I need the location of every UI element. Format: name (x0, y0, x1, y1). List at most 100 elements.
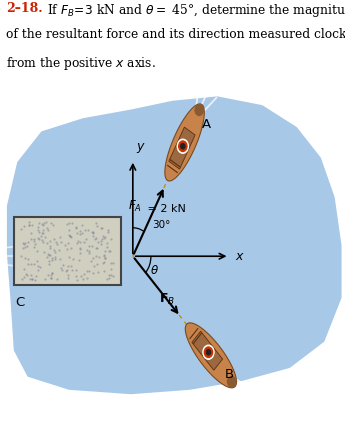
Point (25, 255, 30, 262)
Text: 30°: 30° (152, 220, 170, 230)
Point (26, 221, 32, 228)
Point (102, 247, 108, 254)
Point (49, 270, 55, 277)
Point (29, 221, 35, 228)
Point (103, 255, 108, 262)
Point (102, 255, 107, 262)
Point (48, 271, 54, 278)
Point (34, 247, 39, 254)
Point (50, 270, 55, 277)
Point (88, 258, 94, 265)
Text: = 2 kN: = 2 kN (144, 204, 186, 214)
Point (84, 267, 89, 274)
Point (52, 249, 57, 256)
Point (90, 230, 95, 237)
Point (29, 230, 34, 237)
Point (39, 237, 45, 244)
Point (32, 276, 38, 283)
Point (89, 242, 95, 249)
Point (77, 239, 82, 246)
Point (26, 222, 32, 229)
Point (77, 250, 82, 257)
Point (57, 256, 62, 263)
Point (23, 271, 29, 278)
Point (107, 272, 112, 279)
Circle shape (195, 105, 204, 116)
Point (101, 235, 107, 242)
Point (24, 271, 29, 278)
Point (86, 267, 92, 274)
Point (29, 236, 34, 243)
Point (73, 267, 79, 274)
Point (37, 229, 42, 236)
Point (52, 254, 58, 261)
Point (40, 221, 46, 228)
Point (91, 262, 97, 269)
Point (74, 224, 79, 231)
Point (66, 262, 71, 269)
Point (32, 241, 38, 248)
Point (64, 220, 70, 227)
Point (94, 260, 100, 267)
Point (58, 233, 63, 240)
Point (93, 253, 98, 260)
Point (46, 258, 52, 265)
Point (23, 254, 28, 261)
Point (105, 276, 110, 283)
Point (104, 240, 110, 247)
Point (52, 255, 58, 262)
Point (48, 220, 53, 227)
Point (101, 251, 107, 258)
Point (31, 238, 37, 245)
Point (20, 240, 26, 247)
Point (70, 266, 75, 273)
Point (64, 246, 69, 253)
Point (20, 244, 26, 251)
Point (108, 265, 114, 272)
Polygon shape (192, 331, 223, 370)
Point (100, 225, 105, 232)
Point (29, 275, 34, 282)
Point (105, 229, 111, 236)
Text: 2–18.: 2–18. (6, 2, 43, 15)
Point (19, 276, 25, 283)
Point (45, 271, 51, 278)
Point (95, 268, 101, 276)
Point (93, 234, 99, 241)
Point (73, 224, 79, 231)
Text: $F_A$: $F_A$ (128, 198, 142, 214)
Point (101, 258, 107, 265)
Point (86, 247, 91, 254)
Point (65, 274, 70, 281)
Circle shape (206, 350, 210, 355)
Point (75, 230, 80, 237)
Point (47, 245, 53, 252)
Point (101, 252, 107, 259)
Point (22, 240, 28, 247)
Text: $y$: $y$ (136, 141, 146, 155)
Point (27, 218, 32, 225)
Point (24, 243, 30, 250)
Point (93, 220, 99, 227)
Point (79, 230, 85, 237)
Point (51, 235, 57, 242)
Circle shape (204, 347, 213, 357)
Polygon shape (165, 104, 204, 181)
Point (98, 240, 104, 247)
Point (106, 274, 111, 281)
Point (47, 243, 52, 250)
Point (86, 249, 91, 256)
Point (67, 233, 72, 240)
Point (86, 226, 91, 233)
Point (40, 229, 46, 236)
Text: from the positive $x$ axis.: from the positive $x$ axis. (6, 55, 156, 72)
Point (66, 271, 71, 278)
Point (82, 239, 87, 246)
Point (48, 275, 54, 282)
Point (18, 226, 24, 233)
Point (65, 239, 71, 246)
Point (101, 268, 107, 275)
Point (101, 233, 106, 240)
Point (63, 267, 69, 274)
Point (22, 243, 28, 250)
